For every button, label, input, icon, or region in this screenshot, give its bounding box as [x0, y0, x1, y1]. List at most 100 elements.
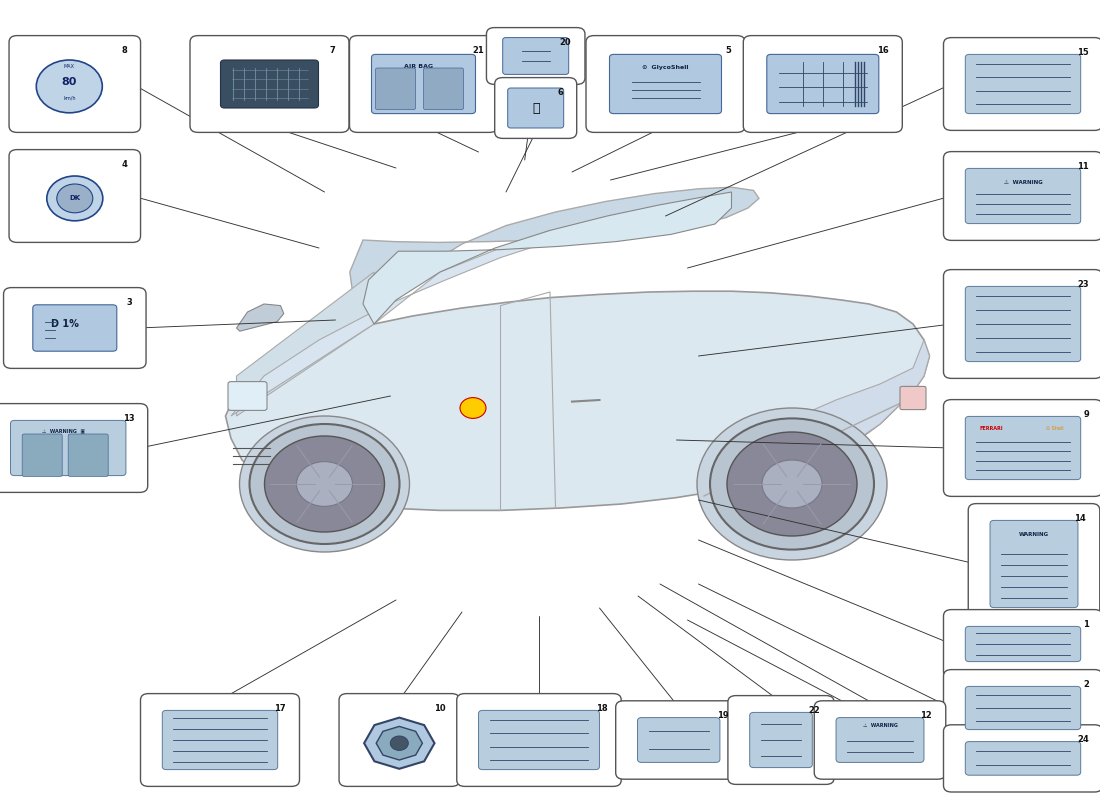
- FancyBboxPatch shape: [944, 670, 1100, 746]
- Circle shape: [390, 736, 408, 750]
- FancyBboxPatch shape: [339, 694, 460, 786]
- FancyBboxPatch shape: [944, 610, 1100, 678]
- Text: ⊙  GlycoShell: ⊙ GlycoShell: [642, 65, 689, 70]
- Text: 24: 24: [1077, 735, 1089, 744]
- Text: 20: 20: [560, 38, 572, 47]
- Text: km/h: km/h: [63, 96, 76, 101]
- Circle shape: [727, 432, 857, 536]
- FancyBboxPatch shape: [966, 626, 1080, 662]
- FancyBboxPatch shape: [966, 686, 1080, 730]
- FancyBboxPatch shape: [836, 718, 924, 762]
- Text: 7: 7: [330, 46, 336, 55]
- Circle shape: [57, 184, 92, 213]
- Text: 9: 9: [1084, 410, 1089, 419]
- Text: 11: 11: [1077, 162, 1089, 171]
- Polygon shape: [704, 340, 930, 498]
- Text: WARNING: WARNING: [1019, 531, 1049, 537]
- Circle shape: [460, 398, 486, 418]
- FancyBboxPatch shape: [3, 288, 146, 368]
- FancyBboxPatch shape: [9, 35, 141, 132]
- FancyBboxPatch shape: [486, 27, 585, 84]
- FancyBboxPatch shape: [990, 520, 1078, 608]
- FancyBboxPatch shape: [744, 35, 902, 132]
- FancyBboxPatch shape: [728, 695, 834, 784]
- Text: ⚠  WARNING: ⚠ WARNING: [862, 723, 898, 728]
- Text: AIR BAG: AIR BAG: [404, 64, 433, 69]
- Text: ⊙ Shell: ⊙ Shell: [1045, 426, 1064, 431]
- Polygon shape: [363, 192, 732, 324]
- FancyBboxPatch shape: [456, 694, 622, 786]
- FancyBboxPatch shape: [33, 305, 117, 351]
- Polygon shape: [350, 187, 759, 324]
- Text: 23: 23: [1077, 280, 1089, 289]
- Text: 10: 10: [434, 704, 447, 713]
- FancyBboxPatch shape: [750, 712, 812, 768]
- FancyBboxPatch shape: [966, 168, 1080, 223]
- Text: 14: 14: [1075, 514, 1087, 523]
- Polygon shape: [226, 291, 930, 510]
- FancyBboxPatch shape: [228, 382, 267, 410]
- Text: 17: 17: [274, 704, 286, 713]
- Text: ⚠  WARNING  ▣: ⚠ WARNING ▣: [42, 428, 85, 434]
- FancyBboxPatch shape: [968, 504, 1100, 624]
- Circle shape: [697, 408, 887, 560]
- Polygon shape: [236, 304, 284, 331]
- Text: 15: 15: [1077, 48, 1089, 57]
- FancyBboxPatch shape: [638, 718, 719, 762]
- FancyBboxPatch shape: [9, 150, 141, 242]
- Circle shape: [297, 462, 352, 506]
- FancyBboxPatch shape: [375, 68, 416, 110]
- FancyBboxPatch shape: [814, 701, 946, 779]
- FancyBboxPatch shape: [944, 38, 1100, 130]
- Text: FERRARI: FERRARI: [980, 426, 1003, 431]
- Polygon shape: [364, 718, 434, 769]
- Text: 4: 4: [121, 160, 126, 169]
- Text: DK: DK: [69, 195, 80, 202]
- FancyBboxPatch shape: [424, 68, 463, 110]
- FancyBboxPatch shape: [609, 54, 722, 114]
- FancyBboxPatch shape: [478, 710, 600, 770]
- Polygon shape: [231, 230, 550, 416]
- Text: ⛽: ⛽: [532, 102, 539, 114]
- FancyBboxPatch shape: [163, 710, 277, 770]
- FancyBboxPatch shape: [0, 403, 147, 492]
- Text: 5: 5: [726, 46, 732, 55]
- Circle shape: [264, 436, 385, 532]
- FancyBboxPatch shape: [503, 38, 569, 74]
- Text: 2: 2: [1084, 680, 1089, 689]
- Text: 16: 16: [877, 46, 889, 55]
- FancyBboxPatch shape: [220, 60, 319, 108]
- Text: 3: 3: [126, 298, 133, 307]
- FancyBboxPatch shape: [944, 270, 1100, 378]
- FancyBboxPatch shape: [350, 35, 497, 132]
- FancyBboxPatch shape: [900, 386, 926, 410]
- FancyBboxPatch shape: [966, 742, 1080, 775]
- Text: 12: 12: [921, 711, 933, 720]
- FancyBboxPatch shape: [944, 725, 1100, 792]
- Text: 8: 8: [121, 46, 126, 55]
- Text: ⚠  WARNING: ⚠ WARNING: [1003, 179, 1043, 185]
- FancyBboxPatch shape: [508, 88, 563, 128]
- FancyBboxPatch shape: [190, 35, 349, 132]
- Text: 80: 80: [62, 77, 77, 86]
- Text: elc@rp@rts: elc@rp@rts: [415, 383, 625, 417]
- Polygon shape: [236, 272, 374, 416]
- Polygon shape: [376, 726, 422, 760]
- FancyBboxPatch shape: [68, 434, 108, 476]
- Text: 13: 13: [122, 414, 134, 423]
- Circle shape: [710, 418, 874, 550]
- Circle shape: [250, 424, 399, 544]
- FancyBboxPatch shape: [966, 54, 1080, 114]
- FancyBboxPatch shape: [22, 434, 63, 476]
- Text: MAX: MAX: [64, 64, 75, 69]
- Circle shape: [762, 460, 822, 508]
- FancyBboxPatch shape: [495, 78, 576, 138]
- Circle shape: [47, 176, 102, 221]
- Circle shape: [36, 60, 102, 113]
- FancyBboxPatch shape: [372, 54, 475, 114]
- FancyBboxPatch shape: [767, 54, 879, 114]
- FancyBboxPatch shape: [944, 152, 1100, 240]
- FancyBboxPatch shape: [966, 416, 1080, 479]
- Text: 6: 6: [558, 88, 563, 97]
- Circle shape: [240, 416, 409, 552]
